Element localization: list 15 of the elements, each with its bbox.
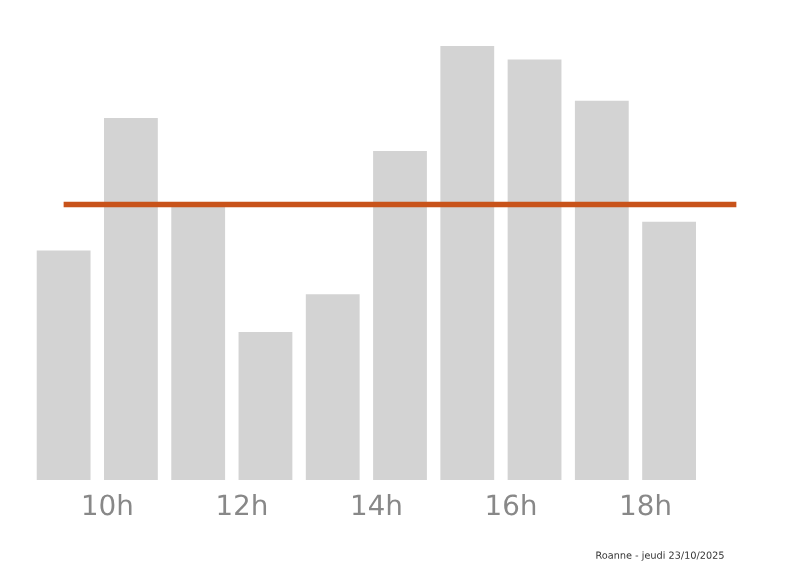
bar — [440, 46, 495, 480]
bar — [238, 332, 293, 480]
bar — [373, 151, 427, 480]
x-tick-label: 10h — [83, 493, 132, 516]
bar — [574, 100, 629, 480]
bar — [104, 118, 158, 480]
bar — [305, 294, 360, 480]
bar — [171, 206, 226, 480]
x-tick-label: 14h — [353, 493, 401, 515]
bar — [507, 59, 562, 480]
bar — [36, 250, 91, 480]
x-tick-label: 18h — [622, 493, 670, 516]
bar — [642, 221, 696, 480]
x-tick-label: 16h — [487, 493, 536, 516]
x-tick-label: 12h — [218, 493, 267, 515]
